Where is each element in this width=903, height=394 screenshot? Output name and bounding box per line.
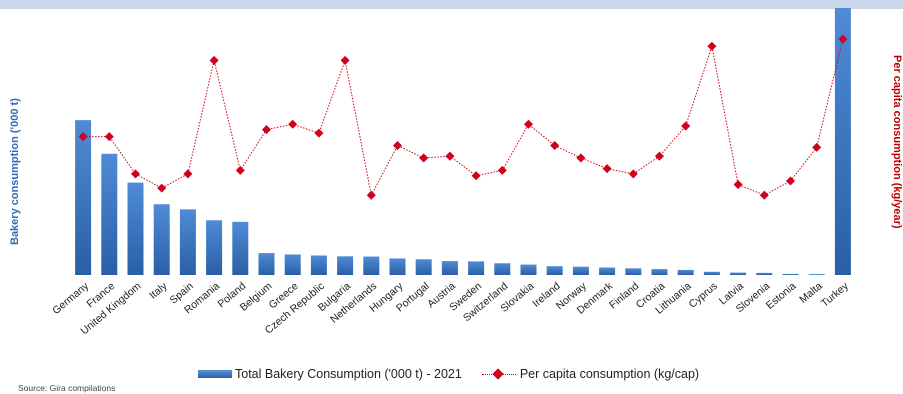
bar-czech-republic [310, 255, 327, 275]
bar-poland [232, 221, 249, 275]
legend-bar-swatch [198, 370, 232, 378]
point-norway [576, 153, 586, 163]
bar-norway [572, 266, 589, 275]
point-netherlands [366, 190, 376, 200]
bar-turkey [834, 8, 851, 275]
point-bulgaria [340, 55, 350, 65]
bar-portugal [415, 259, 432, 275]
legend: Total Bakery Consumption ('000 t) - 2021… [198, 366, 699, 382]
bar-lithuania [677, 269, 694, 275]
bar-greece [284, 254, 301, 275]
bar-netherlands [363, 256, 380, 275]
bar-hungary [389, 258, 406, 275]
legend-line-swatch [481, 368, 516, 380]
bar-france [101, 153, 118, 275]
y-axis-left-label: Bakery consumption ('000 t) [9, 98, 21, 245]
x-tick-label: Estonia [764, 280, 799, 312]
point-romania [209, 55, 219, 65]
point-italy [157, 183, 167, 193]
point-austria [445, 151, 455, 161]
bar-austria [441, 261, 458, 275]
bar-ireland [546, 266, 563, 275]
point-switzerland [497, 165, 507, 175]
point-denmark [602, 164, 612, 174]
point-cyprus [707, 41, 717, 51]
header-band [0, 0, 903, 9]
legend-bar-label: Total Bakery Consumption ('000 t) - 2021 [235, 367, 462, 381]
bar-denmark [599, 267, 616, 275]
point-germany [78, 132, 88, 142]
bar-estonia [782, 273, 799, 275]
bar-malta [808, 274, 825, 275]
bar-united-kingdom [127, 182, 144, 275]
point-poland [235, 165, 245, 175]
point-greece [288, 119, 298, 129]
per-capita-line [83, 39, 844, 197]
bar-bulgaria [337, 256, 354, 275]
point-croatia [654, 151, 665, 161]
point-czech-republic [314, 128, 324, 138]
bar-germany [75, 120, 92, 275]
bar-belgium [258, 253, 275, 275]
point-spain [183, 169, 193, 179]
point-finland [628, 169, 638, 179]
point-malta [812, 142, 822, 152]
bar-spain [179, 209, 196, 275]
point-latvia [733, 180, 743, 190]
bar-cyprus [703, 271, 720, 275]
point-estonia [785, 176, 796, 186]
bar-sweden [468, 261, 485, 275]
point-slovenia [759, 190, 769, 200]
bar-switzerland [494, 263, 511, 275]
point-hungary [392, 141, 403, 151]
x-tick-label: Italy [147, 280, 170, 302]
bar-romania [206, 220, 223, 275]
x-tick-label: Turkey [819, 280, 852, 310]
point-france [104, 132, 114, 142]
bar-italy [153, 204, 170, 275]
x-tick-label: Finland [607, 280, 641, 311]
x-tick-label: Germany [50, 280, 91, 317]
bar-slovenia [756, 272, 773, 275]
bar-latvia [730, 272, 747, 275]
legend-line-label: Per capita consumption (kg/cap) [519, 367, 700, 381]
point-united-kingdom [130, 169, 141, 179]
bar-finland [625, 268, 642, 275]
point-belgium [261, 125, 272, 135]
source-note: Source: Gira compilations [18, 383, 116, 393]
x-tick-label: Cyprus [687, 280, 720, 311]
point-portugal [419, 153, 429, 163]
point-sweden [471, 171, 481, 181]
y-axis-right-label: Per capita consumption (kg/year) [891, 55, 903, 229]
bar-slovakia [520, 264, 537, 275]
bar-croatia [651, 269, 668, 275]
